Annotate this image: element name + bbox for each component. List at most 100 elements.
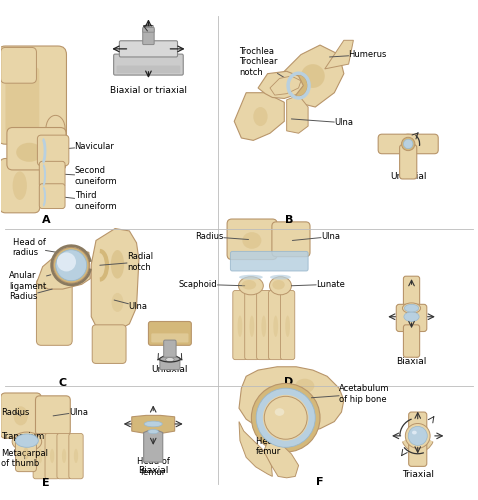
FancyBboxPatch shape (39, 184, 65, 208)
Ellipse shape (13, 406, 28, 426)
Ellipse shape (261, 316, 266, 337)
Text: Biaxial: Biaxial (138, 466, 168, 474)
Text: Humerus: Humerus (329, 50, 387, 59)
Polygon shape (234, 92, 284, 140)
FancyBboxPatch shape (39, 162, 65, 187)
Text: Ulna: Ulna (293, 232, 340, 241)
Polygon shape (270, 76, 301, 95)
Ellipse shape (404, 312, 419, 322)
Text: A: A (42, 215, 50, 225)
Text: Radial
notch: Radial notch (100, 252, 153, 272)
Ellipse shape (239, 276, 263, 295)
Ellipse shape (262, 386, 291, 405)
Ellipse shape (23, 448, 29, 460)
FancyBboxPatch shape (57, 434, 71, 479)
FancyBboxPatch shape (245, 290, 259, 360)
Circle shape (264, 396, 307, 439)
Text: Third
cuneiform: Third cuneiform (55, 191, 117, 210)
FancyBboxPatch shape (114, 54, 183, 75)
Ellipse shape (54, 248, 89, 283)
Ellipse shape (15, 434, 38, 448)
Ellipse shape (111, 293, 123, 312)
Ellipse shape (143, 27, 154, 32)
FancyBboxPatch shape (69, 434, 83, 479)
Text: Triaxial: Triaxial (402, 470, 434, 480)
Text: Acetabulum
of hip bone: Acetabulum of hip bone (312, 384, 390, 404)
Text: Ulna: Ulna (114, 300, 147, 310)
Ellipse shape (46, 116, 65, 141)
Ellipse shape (38, 448, 43, 463)
Text: F: F (316, 477, 324, 487)
Ellipse shape (56, 250, 87, 280)
FancyBboxPatch shape (233, 290, 247, 360)
Text: E: E (42, 478, 50, 488)
Text: Trochlea
Trochlear
notch: Trochlea Trochlear notch (239, 47, 286, 78)
FancyBboxPatch shape (33, 434, 47, 479)
FancyBboxPatch shape (0, 46, 66, 144)
Text: Trapezium: Trapezium (1, 432, 44, 442)
Circle shape (251, 384, 320, 452)
FancyBboxPatch shape (396, 304, 427, 332)
Polygon shape (239, 367, 344, 432)
FancyBboxPatch shape (403, 276, 420, 307)
Circle shape (405, 424, 430, 448)
FancyBboxPatch shape (36, 278, 72, 345)
FancyBboxPatch shape (409, 412, 427, 437)
Text: Anular
ligament: Anular ligament (9, 272, 51, 290)
Polygon shape (287, 95, 308, 133)
Ellipse shape (273, 316, 278, 337)
Text: Head of
femur: Head of femur (137, 452, 170, 476)
FancyBboxPatch shape (400, 144, 417, 179)
FancyBboxPatch shape (160, 357, 180, 370)
FancyBboxPatch shape (92, 325, 126, 364)
Ellipse shape (290, 75, 308, 96)
FancyBboxPatch shape (45, 434, 59, 479)
Ellipse shape (301, 64, 325, 88)
Polygon shape (258, 72, 304, 99)
Ellipse shape (12, 172, 27, 200)
Ellipse shape (412, 430, 417, 434)
Ellipse shape (285, 316, 290, 337)
FancyBboxPatch shape (35, 396, 70, 436)
Text: Radius: Radius (1, 408, 30, 416)
Polygon shape (132, 416, 174, 434)
Ellipse shape (165, 358, 174, 362)
Circle shape (256, 388, 315, 448)
Ellipse shape (144, 421, 162, 427)
Ellipse shape (404, 304, 419, 312)
Ellipse shape (270, 276, 292, 295)
Text: Head of
femur: Head of femur (256, 418, 289, 456)
FancyBboxPatch shape (143, 28, 154, 32)
Circle shape (408, 426, 427, 446)
Ellipse shape (272, 280, 285, 289)
Polygon shape (144, 430, 163, 462)
FancyBboxPatch shape (230, 252, 308, 271)
Text: D: D (284, 377, 293, 387)
Ellipse shape (74, 448, 78, 463)
Ellipse shape (275, 408, 284, 416)
FancyBboxPatch shape (37, 135, 69, 166)
FancyBboxPatch shape (163, 340, 176, 361)
Ellipse shape (12, 432, 42, 451)
Ellipse shape (16, 143, 43, 162)
Polygon shape (325, 40, 353, 69)
FancyBboxPatch shape (7, 128, 66, 170)
Ellipse shape (62, 448, 66, 463)
Ellipse shape (270, 275, 291, 280)
FancyBboxPatch shape (269, 290, 283, 360)
Circle shape (263, 395, 309, 440)
Text: C: C (59, 378, 67, 388)
Ellipse shape (238, 316, 242, 337)
FancyBboxPatch shape (0, 393, 41, 438)
Ellipse shape (402, 303, 421, 314)
FancyBboxPatch shape (281, 290, 295, 360)
Ellipse shape (148, 430, 158, 434)
FancyBboxPatch shape (143, 28, 154, 44)
Polygon shape (36, 248, 90, 289)
Polygon shape (282, 45, 344, 107)
Text: Second
cuneiform: Second cuneiform (55, 166, 117, 186)
Ellipse shape (295, 378, 315, 393)
Text: Metacarpal
of thumb: Metacarpal of thumb (1, 449, 48, 468)
Ellipse shape (50, 448, 54, 463)
Text: Biaxial or triaxial: Biaxial or triaxial (110, 86, 187, 95)
